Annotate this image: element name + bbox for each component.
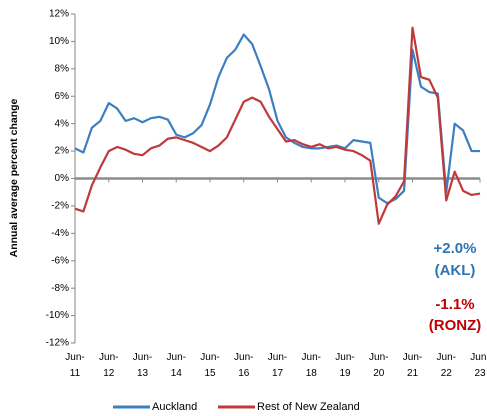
y-tick-label: 8%	[55, 63, 70, 74]
y-tick-label: 4%	[55, 118, 70, 129]
annotation: (AKL)	[435, 262, 476, 279]
annotation: +2.0%	[434, 240, 477, 257]
x-tick-label: Jun-17	[267, 352, 288, 379]
x-tick-label: Jun-19	[335, 352, 355, 379]
y-tick-label: -2%	[51, 201, 69, 212]
legend-label: Rest of New Zealand	[257, 401, 360, 413]
y-tick-label: 6%	[55, 91, 70, 102]
y-tick-label: -8%	[51, 283, 69, 294]
x-tick-label: Jun-18	[301, 352, 321, 379]
annotation: -1.1%	[435, 296, 474, 313]
x-tick-label: Jun-21	[402, 352, 423, 379]
x-tick-label: Jun-14	[166, 352, 186, 379]
annotation: (RONZ)	[429, 317, 482, 334]
x-tick-label: Jun-11	[65, 352, 85, 379]
x-tick-label: Jun-20	[369, 352, 389, 379]
y-tick-label: -12%	[46, 338, 69, 349]
y-tick-label: -10%	[46, 310, 69, 321]
y-tick-label: 2%	[55, 146, 70, 157]
x-tick-label: Jun-16	[234, 352, 254, 379]
y-tick-label: -6%	[51, 255, 69, 266]
y-tick-label: 12%	[49, 9, 69, 20]
series-line	[74, 26, 481, 225]
legend-label: Auckland	[152, 401, 197, 413]
y-tick-label: -4%	[51, 228, 69, 239]
x-tick-label: Jun-23	[470, 352, 487, 379]
x-tick-label: Jun-15	[200, 352, 220, 379]
series-line	[74, 33, 480, 205]
y-tick-label: 0%	[55, 173, 70, 184]
y-tick-label: 10%	[49, 36, 69, 47]
x-tick-label: Jun-22	[436, 352, 456, 379]
x-tick-label: Jun-13	[132, 352, 153, 379]
x-tick-label: Jun-12	[99, 352, 119, 379]
y-axis-label: Annual average percent change	[8, 98, 20, 257]
